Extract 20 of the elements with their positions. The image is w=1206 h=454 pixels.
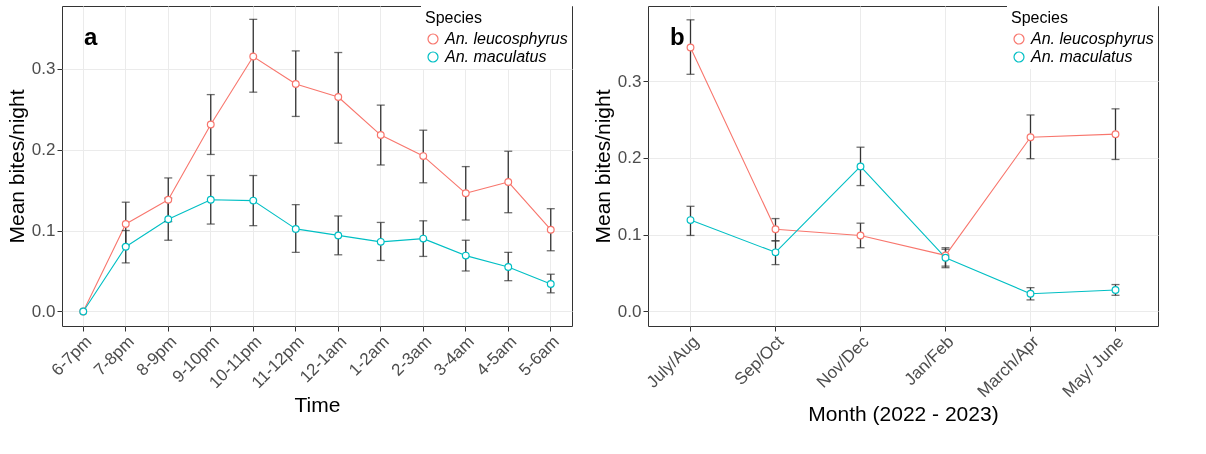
annotation: b [670, 23, 685, 50]
annotation: a [84, 23, 98, 50]
y-tick-label: 0.0 [31, 301, 56, 321]
legend-label: An. maculatus [1030, 48, 1133, 65]
legend-title: Species [1011, 9, 1068, 26]
y-tick-label: 0.3 [31, 59, 56, 79]
y-axis-title: Mean bites/night [590, 89, 614, 244]
legend-label: An. leucosphyrus [444, 30, 568, 47]
y-axis-title: Mean bites/night [4, 89, 28, 244]
x-axis-title: Month (2022 - 2023) [808, 402, 999, 426]
y-tick-label: 0.3 [617, 71, 642, 91]
x-axis-title: Time [294, 393, 341, 417]
y-tick-label: 0.2 [617, 148, 642, 168]
legend-label: An. maculatus [444, 48, 547, 65]
legend-label: An. leucosphyrus [1030, 30, 1154, 47]
y-tick-label: 0.1 [31, 221, 56, 241]
y-tick-label: 0.1 [617, 225, 642, 245]
y-tick-label: 0.2 [31, 140, 56, 160]
y-tick-label: 0.0 [617, 301, 642, 321]
legend-title: Species [425, 9, 482, 26]
